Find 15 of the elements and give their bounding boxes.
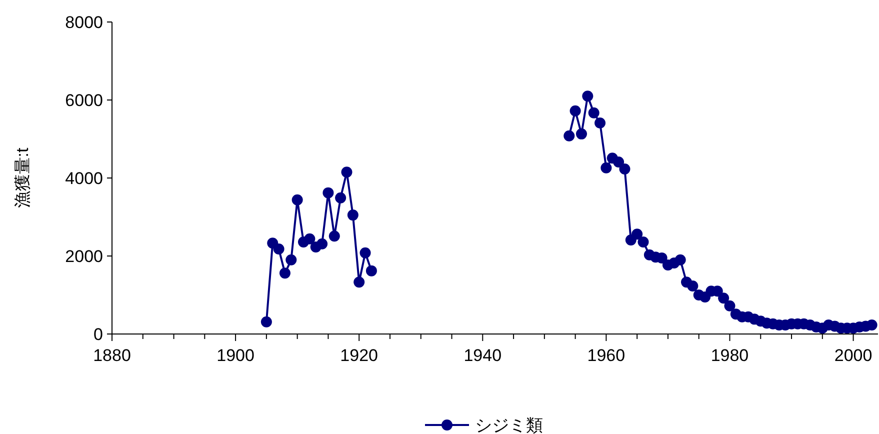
x-tick-label: 1940 [464, 346, 502, 365]
legend: シジミ類 [425, 416, 543, 434]
legend-label: シジミ類 [475, 416, 543, 434]
x-tick-label: 1880 [93, 346, 131, 365]
x-tick-label: 1980 [710, 346, 749, 365]
y-axis-title: 漁獲量:t [13, 148, 32, 208]
x-tick-label: 1920 [340, 346, 378, 365]
y-tick-label: 2000 [65, 247, 103, 266]
x-tick-label: 1900 [216, 346, 254, 365]
y-tick-label: 6000 [65, 91, 103, 110]
y-tick-label: 4000 [65, 169, 103, 188]
x-tick-label: 2000 [834, 346, 872, 365]
y-tick-label: 8000 [65, 13, 103, 32]
x-tick-label: 1960 [587, 346, 626, 365]
y-tick-label: 0 [94, 325, 103, 344]
